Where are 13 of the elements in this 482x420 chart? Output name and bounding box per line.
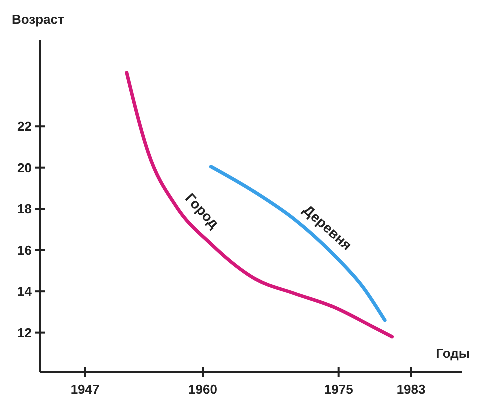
x-tick-label: 1960 bbox=[188, 382, 218, 397]
x-tick-label: 1947 bbox=[70, 382, 100, 397]
y-tick-label: 20 bbox=[18, 160, 32, 176]
y-tick-label: 16 bbox=[18, 242, 32, 258]
x-tick-label: 1983 bbox=[396, 382, 426, 397]
x-axis-title: Годы bbox=[436, 346, 470, 361]
y-axis-title: Возраст bbox=[12, 12, 64, 27]
x-tick-label: 1975 bbox=[324, 382, 354, 397]
y-tick-label: 14 bbox=[18, 284, 33, 300]
y-tick-label: 12 bbox=[18, 325, 32, 340]
y-tick-label: 18 bbox=[18, 202, 32, 217]
line-series bbox=[125, 71, 394, 339]
y-tick-label: 22 bbox=[18, 119, 32, 134]
